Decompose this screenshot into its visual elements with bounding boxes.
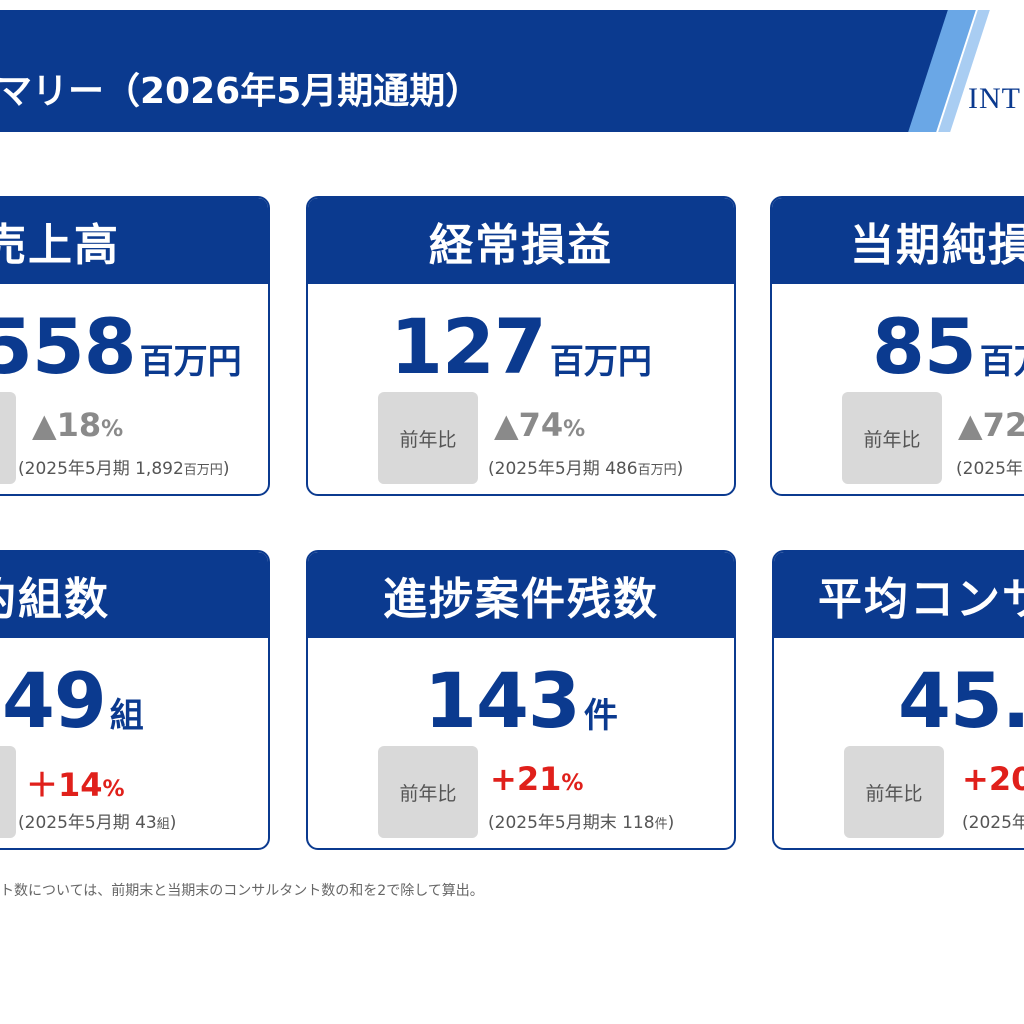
prev-prefix: (2025年5月期 1,892 [18,459,184,479]
card-value-row: 143 件 [308,656,734,745]
card-value-row: 85 百万 [872,302,1024,391]
yoy-change: ▲18% [32,406,123,444]
yoy-change-pct: % [563,417,586,442]
yoy-label-box [0,746,16,838]
yoy-label-box: 前年比 [378,746,478,838]
yoy-change-value: +21 [490,760,562,798]
yoy-change-pct: % [102,777,125,802]
card-title-text: 経常損益 [429,220,613,271]
card-title-text: 売上高 [0,220,120,271]
card-value-row: 45.5 [898,656,1024,745]
prev-unit: 件 [654,817,668,832]
kpi-card-pipeline: 進捗案件残数 143 件 前年比 +21% (2025年5月期末 118件) [306,550,736,850]
prev-suffix: ) [667,813,675,833]
card-value-row: 558 百万円 [0,302,268,391]
prev-unit: 百万円 [183,463,223,478]
footnote: ト数については、前期末と当期末のコンサルタント数の和を2で除して算出。 [0,883,484,899]
kpi-card-consultants: 平均コンサ 45.5 前年比 +20 (2025年 [772,550,1024,850]
yoy-change-value: +20 [962,760,1024,798]
card-value: 45.5 [898,656,1024,745]
card-value: 558 [0,302,137,391]
card-value: 143 [424,656,581,745]
card-title: 経常損益 [308,198,734,284]
prev-prefix: (2025年5月期 43 [18,813,157,833]
prev-prefix: (2025年5月期末 118 [488,813,655,833]
card-title: 平均コンサ [774,552,1024,638]
previous-period-value: (2025年5月期 1,892百万円) [18,454,229,479]
yoy-label-box: 前年比 [378,392,478,484]
card-unit: 百万円 [139,342,242,382]
card-title-text: 進捗案件残数 [383,574,659,625]
card-title-text: 当期純損 [850,220,1024,271]
yoy-change: +21% [490,760,583,798]
yoy-change: ▲74% [494,406,585,444]
yoy-change: +20 [962,760,1024,798]
card-title: 約組数 [0,552,268,638]
previous-period-value: (2025年5月期 43組) [18,808,176,833]
card-title: 売上高 [0,198,268,284]
card-unit: 組 [109,696,144,736]
kpi-card-contracts: 約組数 49 組 ＋14% (2025年5月期 43組) [0,550,270,850]
previous-period-value: (2025年5月期 486百万円) [488,454,683,479]
yoy-change-value: ▲74 [494,406,564,444]
prev-prefix: (2025年 [956,459,1023,479]
yoy-change-pct: % [561,771,584,796]
card-unit: 件 [583,696,618,736]
card-value: 49 [2,656,107,745]
previous-period-value: (2025年 [962,808,1024,833]
prev-suffix: ) [676,459,684,479]
yoy-change-value: ＋14 [26,766,103,804]
yoy-change: ＋14% [26,760,125,806]
card-value-row: 49 組 [2,656,268,745]
yoy-change: ▲72 [958,406,1024,444]
page-title: マリー（2026年5月期通期） [0,71,482,112]
prev-suffix: ) [222,459,230,479]
previous-period-value: (2025年 [956,454,1023,479]
previous-period-value: (2025年5月期末 118件) [488,808,674,833]
yoy-change-pct: % [101,417,124,442]
card-value: 127 [390,302,547,391]
kpi-card-sales: 売上高 558 百万円 ▲18% (2025年5月期 1,892百万円) [0,196,270,496]
card-title: 進捗案件残数 [308,552,734,638]
yoy-label-box: 前年比 [842,392,942,484]
yoy-change-value: ▲18 [32,406,102,444]
yoy-label-box: 前年比 [844,746,944,838]
prev-suffix: ) [169,813,177,833]
card-title-text: 約組数 [0,574,110,625]
kpi-card-ordinary-income: 経常損益 127 百万円 前年比 ▲74% (2025年5月期 486百万円) [306,196,736,496]
header-bar [0,10,968,132]
prev-unit: 組 [156,817,170,832]
prev-prefix: (2025年 [962,813,1024,833]
prev-prefix: (2025年5月期 486 [488,459,638,479]
company-logo-text: INT [968,82,1021,115]
kpi-card-net-income: 当期純損 85 百万 前年比 ▲72 (2025年 [770,196,1024,496]
yoy-change-value: ▲72 [958,406,1024,444]
yoy-label-box [0,392,16,484]
card-unit: 百万 [979,342,1024,382]
card-title-text: 平均コンサ [818,574,1024,625]
prev-unit: 百万円 [637,463,677,478]
card-value-row: 127 百万円 [308,302,734,391]
card-title: 当期純損 [772,198,1024,284]
card-unit: 百万円 [549,342,652,382]
card-value: 85 [872,302,977,391]
